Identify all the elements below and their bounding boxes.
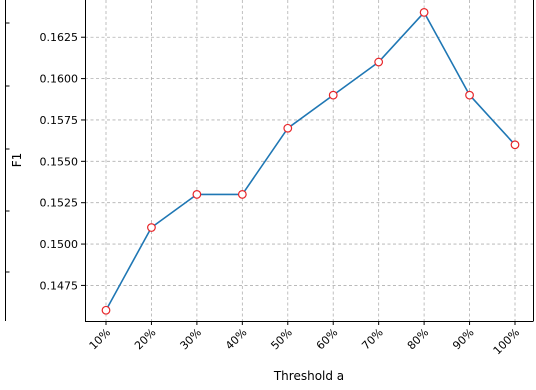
data-point [192,190,202,199]
axes [85,0,534,322]
data-point [237,190,247,199]
adjacent-panel-edge [5,0,10,321]
y-tick-label: 0.1525 [40,197,79,210]
x-tick-label: 20% [132,326,158,352]
x-tick-label: 70% [359,326,385,352]
x-tick-label: 50% [268,326,294,352]
x-axis-ticks: 10% 20% 30% 40% 50% 60% 70% 80% 90% 100% [87,321,522,357]
data-point [147,223,156,232]
data-point [374,57,384,67]
grid-lines [85,0,533,321]
x-tick-label: 100% [491,326,522,357]
data-point [283,123,293,133]
data-point [101,305,111,315]
x-tick-label: 30% [178,326,204,352]
y-tick-label: 0.1550 [40,155,79,168]
y-tick-label: 0.1500 [40,238,79,251]
y-tick-label: 0.1575 [40,114,79,127]
x-tick-label: 10% [87,326,113,352]
y-axis-label: F1 [10,153,24,168]
series-line [105,11,516,311]
data-point [510,140,520,150]
y-tick-label: 0.1600 [40,73,79,86]
y-axis-ticks: 0.1475 0.1500 0.1525 0.1550 0.1575 0.1600 0.16… [40,31,85,292]
series [101,8,520,315]
data-point [328,90,338,100]
data-point [419,8,429,17]
y-tick-label: 0.1625 [40,31,79,44]
x-tick-label: 80% [405,326,431,352]
x-axis-label: Threshold a [273,369,344,383]
x-tick-label: 90% [450,326,476,352]
y-tick-label: 0.1475 [40,279,79,292]
x-tick-label: 40% [223,326,249,352]
x-tick-label: 60% [314,326,340,352]
data-point [465,90,474,100]
